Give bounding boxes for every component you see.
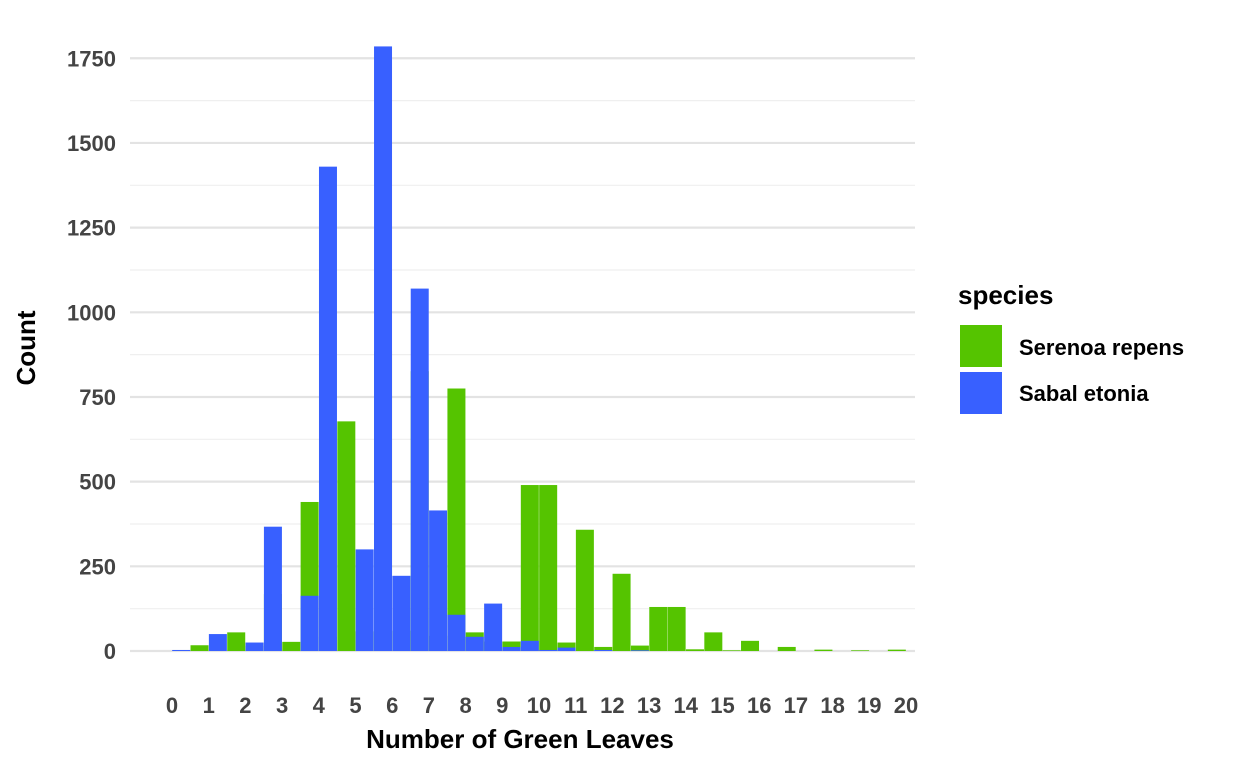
bar-serenoa-repens (630, 645, 649, 651)
x-tick-label: 3 (276, 693, 288, 718)
bar-sabal-etonia (630, 650, 649, 651)
bar-sabal-etonia (263, 526, 282, 651)
y-tick-labels: 0 250 500 750 1000 1250 1500 1750 (67, 46, 116, 664)
bar-serenoa-repens (704, 632, 723, 651)
bar-serenoa-repens (557, 642, 576, 651)
x-tick-label: 9 (496, 693, 508, 718)
bar-serenoa-repens (337, 421, 356, 651)
y-axis-title: Count (11, 310, 41, 385)
bar-serenoa-repens (649, 606, 668, 651)
bars (172, 46, 906, 651)
legend: species Serenoa repens Sabal etonia (958, 280, 1184, 414)
x-axis-title: Number of Green Leaves (366, 724, 674, 754)
bar-serenoa-repens (190, 645, 209, 651)
x-tick-label: 7 (423, 693, 435, 718)
bar-sabal-etonia (539, 649, 558, 651)
bar-sabal-etonia (355, 549, 374, 651)
bar-serenoa-repens (851, 650, 870, 651)
bar-sabal-etonia (447, 614, 466, 651)
bar-sabal-etonia (502, 646, 521, 651)
bar-sabal-etonia (208, 634, 227, 651)
legend-label-sabal-etonia: Sabal etonia (1019, 381, 1149, 406)
bar-serenoa-repens (227, 632, 246, 651)
x-tick-label: 17 (784, 693, 808, 718)
bar-sabal-etonia (465, 636, 484, 651)
legend-label-serenoa-repens: Serenoa repens (1019, 335, 1184, 360)
bar-serenoa-repens (282, 641, 301, 651)
x-tick-label: 16 (747, 693, 771, 718)
y-tick-label: 1500 (67, 131, 116, 156)
x-tick-label: 18 (820, 693, 844, 718)
bar-serenoa-repens (685, 649, 704, 651)
bar-serenoa-repens (447, 388, 466, 651)
x-tick-label: 6 (386, 693, 398, 718)
bar-sabal-etonia (392, 575, 411, 651)
x-tick-label: 5 (349, 693, 361, 718)
bar-sabal-etonia (429, 510, 448, 651)
bar-serenoa-repens (667, 606, 686, 651)
x-tick-label: 14 (674, 693, 699, 718)
grid-lines (130, 57, 915, 653)
x-tick-label: 13 (637, 693, 661, 718)
y-tick-label: 1250 (67, 216, 116, 241)
x-tick-label: 1 (203, 693, 215, 718)
bar-sabal-etonia (594, 649, 613, 651)
bar-serenoa-repens (502, 641, 521, 651)
y-tick-label: 500 (79, 470, 116, 495)
bar-sabal-etonia (520, 640, 539, 651)
bar-serenoa-repens (612, 573, 631, 651)
y-tick-label: 1000 (67, 300, 116, 325)
y-tick-label: 250 (79, 554, 116, 579)
bar-sabal-etonia (300, 595, 319, 651)
bar-serenoa-repens (594, 646, 613, 651)
x-tick-label: 2 (239, 693, 251, 718)
x-tick-label: 15 (710, 693, 734, 718)
x-tick-label: 20 (894, 693, 918, 718)
bar-serenoa-repens (722, 650, 741, 651)
legend-title: species (958, 280, 1053, 310)
bar-serenoa-repens (575, 529, 594, 651)
x-tick-label: 4 (313, 693, 326, 718)
bar-sabal-etonia (484, 603, 503, 651)
bar-serenoa-repens (814, 649, 833, 651)
x-tick-label: 8 (459, 693, 471, 718)
legend-swatch-sabal-etonia (960, 372, 1002, 414)
x-tick-label: 19 (857, 693, 881, 718)
bar-serenoa-repens (741, 640, 760, 651)
bar-sabal-etonia (245, 642, 264, 651)
legend-swatch-serenoa-repens (960, 325, 1002, 367)
y-tick-label: 1750 (67, 46, 116, 71)
bar-serenoa-repens (539, 485, 558, 651)
x-tick-label: 0 (166, 693, 178, 718)
bar-sabal-etonia (374, 46, 393, 651)
x-tick-labels: 0 1 2 3 4 5 6 7 8 9 10 11 12 13 14 15 16 17 18 19 20 (166, 693, 918, 718)
x-tick-label: 12 (600, 693, 624, 718)
x-tick-label: 11 (564, 693, 587, 718)
bar-serenoa-repens (777, 646, 796, 651)
bar-sabal-etonia (172, 649, 191, 651)
y-tick-label: 0 (104, 639, 116, 664)
bar-sabal-etonia (318, 166, 337, 651)
y-tick-label: 750 (79, 385, 116, 410)
x-tick-label: 10 (527, 693, 551, 718)
bar-sabal-etonia (557, 647, 576, 651)
bar-serenoa-repens (520, 485, 539, 651)
bar-serenoa-repens (887, 649, 906, 651)
bar-sabal-etonia (410, 288, 429, 651)
